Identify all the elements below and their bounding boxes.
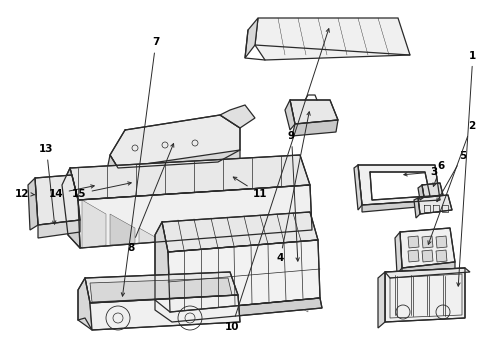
Text: 9: 9 xyxy=(288,131,299,261)
Polygon shape xyxy=(168,240,320,312)
Polygon shape xyxy=(197,236,221,270)
Polygon shape xyxy=(436,236,447,248)
Text: 15: 15 xyxy=(72,182,131,199)
Text: 2: 2 xyxy=(428,121,475,244)
Polygon shape xyxy=(118,150,240,178)
Text: 5: 5 xyxy=(437,150,466,202)
Polygon shape xyxy=(385,268,465,322)
Polygon shape xyxy=(418,195,452,214)
Polygon shape xyxy=(292,120,338,136)
Polygon shape xyxy=(110,115,240,168)
Polygon shape xyxy=(62,168,80,248)
Text: 7: 7 xyxy=(122,37,160,296)
Polygon shape xyxy=(78,185,312,248)
Polygon shape xyxy=(245,18,258,58)
Polygon shape xyxy=(402,262,455,278)
Polygon shape xyxy=(82,200,106,248)
Polygon shape xyxy=(90,295,240,330)
Polygon shape xyxy=(422,183,443,197)
Polygon shape xyxy=(78,278,92,330)
Polygon shape xyxy=(408,236,419,248)
Polygon shape xyxy=(414,198,420,218)
Polygon shape xyxy=(354,165,362,210)
Polygon shape xyxy=(110,214,135,245)
Polygon shape xyxy=(254,232,279,298)
Polygon shape xyxy=(139,228,164,243)
Polygon shape xyxy=(168,239,193,256)
Text: 1: 1 xyxy=(457,51,476,286)
Text: 14: 14 xyxy=(49,185,94,199)
Polygon shape xyxy=(38,220,80,238)
Text: 6: 6 xyxy=(433,161,444,186)
Polygon shape xyxy=(90,278,232,302)
Polygon shape xyxy=(85,272,238,303)
Polygon shape xyxy=(35,175,80,225)
Polygon shape xyxy=(385,268,470,278)
Polygon shape xyxy=(28,178,38,230)
Polygon shape xyxy=(70,155,310,200)
Polygon shape xyxy=(290,100,338,124)
Polygon shape xyxy=(422,250,433,262)
Text: 4: 4 xyxy=(276,112,310,264)
Polygon shape xyxy=(378,272,385,328)
Text: 13: 13 xyxy=(39,144,56,224)
Text: 10: 10 xyxy=(224,29,329,332)
Polygon shape xyxy=(162,212,318,252)
Polygon shape xyxy=(155,222,170,312)
Polygon shape xyxy=(108,155,118,178)
Polygon shape xyxy=(358,165,440,205)
Polygon shape xyxy=(170,298,322,322)
Text: 11: 11 xyxy=(233,177,267,199)
Polygon shape xyxy=(370,172,430,200)
Text: 12: 12 xyxy=(15,189,35,199)
Polygon shape xyxy=(422,236,433,248)
Polygon shape xyxy=(418,185,424,200)
Polygon shape xyxy=(400,228,455,268)
Text: 8: 8 xyxy=(128,144,174,253)
Polygon shape xyxy=(255,18,410,60)
Polygon shape xyxy=(395,232,402,274)
Polygon shape xyxy=(408,250,419,262)
Polygon shape xyxy=(225,234,250,284)
Polygon shape xyxy=(283,230,308,312)
Polygon shape xyxy=(285,100,295,130)
Polygon shape xyxy=(362,200,440,212)
Text: 3: 3 xyxy=(404,167,437,177)
Polygon shape xyxy=(220,105,255,128)
Polygon shape xyxy=(436,250,447,262)
